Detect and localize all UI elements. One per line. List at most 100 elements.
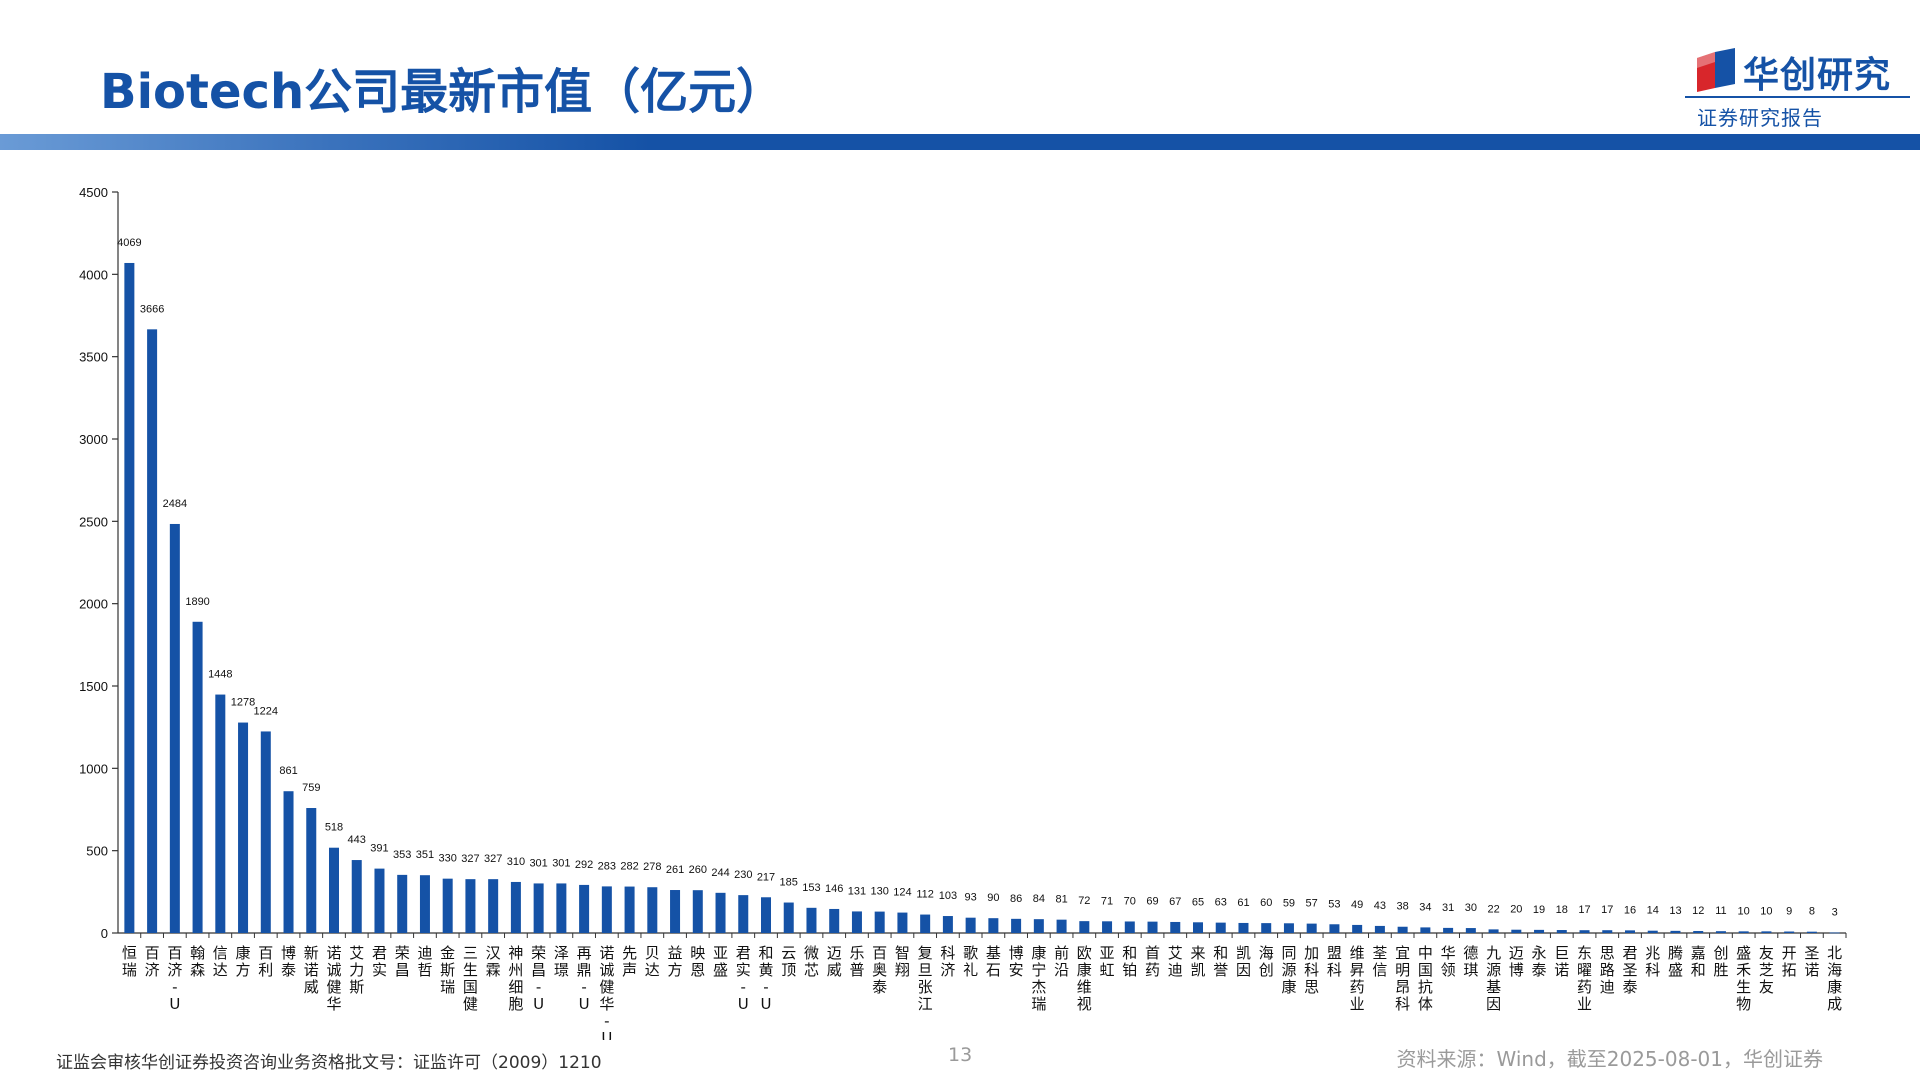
data-label: 63 [1215, 897, 1227, 909]
bar [1056, 919, 1067, 933]
bar [442, 878, 453, 933]
data-label: 261 [666, 864, 684, 876]
data-label: 30 [1465, 902, 1477, 914]
bar [738, 895, 749, 933]
bar [1352, 924, 1363, 933]
category-label: 百济 [145, 944, 160, 979]
data-label: 1224 [254, 705, 278, 717]
bar [147, 329, 158, 933]
data-label: 327 [461, 853, 479, 865]
data-label: 11 [1715, 905, 1726, 917]
data-label: 16 [1624, 904, 1636, 916]
category-label: 艾迪 [1168, 944, 1183, 979]
bar [1534, 929, 1545, 933]
bar [1329, 924, 1340, 933]
bar [397, 874, 408, 933]
bar [760, 897, 772, 933]
bar [1715, 931, 1726, 933]
category-label: 迈威 [827, 944, 842, 979]
y-tick-label: 500 [86, 844, 108, 859]
y-tick-label: 2000 [79, 597, 108, 612]
category-label: 诺诚健华-U [599, 944, 614, 1040]
bar [942, 916, 953, 933]
data-label: 230 [734, 869, 752, 881]
data-label: 70 [1124, 895, 1136, 907]
data-label: 31 [1442, 902, 1454, 914]
category-label: 迪哲 [417, 944, 432, 979]
category-label: 益方 [668, 944, 683, 979]
bar [465, 879, 476, 933]
bar [874, 911, 885, 933]
category-label: 九源基因 [1486, 944, 1501, 1013]
bar [829, 908, 840, 933]
category-label: 贝达 [645, 944, 660, 979]
bar [1738, 931, 1749, 933]
category-label: 复旦张江 [918, 944, 933, 1013]
data-label: 93 [965, 892, 977, 904]
source-note: 资料来源：Wind，截至2025-08-01，华创证券 [1396, 1047, 1824, 1071]
data-label: 518 [325, 822, 343, 834]
data-label: 124 [893, 887, 911, 899]
bar [1693, 931, 1704, 933]
data-label: 10 [1738, 905, 1750, 917]
data-label: 20 [1510, 904, 1522, 916]
bar [1602, 930, 1613, 933]
category-label: 友芝友 [1759, 944, 1774, 996]
bar [1806, 931, 1817, 933]
category-label: 巨诺 [1554, 944, 1569, 979]
data-label: 301 [529, 857, 547, 869]
data-label: 759 [302, 782, 320, 794]
logo-divider [1685, 96, 1910, 98]
category-label: 海创 [1259, 944, 1274, 979]
data-label: 34 [1419, 901, 1431, 913]
bar [1397, 926, 1408, 933]
category-label: 科济 [940, 944, 955, 979]
bar [556, 883, 567, 933]
data-label: 1278 [231, 697, 255, 709]
bar [783, 902, 794, 933]
data-label: 18 [1556, 904, 1568, 916]
bar [601, 886, 612, 933]
bar [1420, 927, 1431, 933]
category-label: 前沿 [1054, 944, 1069, 979]
bar [1465, 928, 1476, 933]
data-label: 53 [1328, 898, 1340, 910]
data-label: 353 [393, 849, 411, 861]
category-label: 荃信 [1372, 944, 1387, 979]
category-label: 基石 [986, 944, 1001, 979]
y-tick-label: 1500 [79, 679, 108, 694]
category-label: 盛禾生物 [1736, 944, 1751, 1013]
category-label: 兆科 [1645, 944, 1660, 979]
data-label: 278 [643, 861, 661, 873]
y-tick-label: 1000 [79, 761, 108, 776]
bar [1374, 925, 1385, 933]
category-label: 百利 [258, 944, 273, 979]
bar [306, 808, 317, 933]
logo-subtitle: 证券研究报告 [1697, 106, 1823, 130]
data-label: 282 [620, 861, 638, 873]
category-label: 康宁杰瑞 [1031, 944, 1046, 1013]
category-label: 同源康 [1281, 944, 1296, 996]
category-label: 欧康维视 [1077, 944, 1092, 1013]
category-label: 和誉 [1213, 944, 1228, 979]
data-label: 14 [1647, 905, 1659, 917]
category-label: 再鼎-U [577, 944, 592, 1013]
category-label: 神州细胞 [508, 944, 523, 1013]
data-label: 72 [1078, 895, 1090, 907]
y-tick-label: 4500 [79, 185, 108, 200]
bar [1556, 930, 1567, 933]
data-label: 10 [1760, 905, 1772, 917]
category-label: 嘉和 [1691, 944, 1706, 979]
logo-mark-icon [1697, 48, 1735, 92]
bar [1102, 921, 1113, 933]
bar [1784, 931, 1795, 933]
bar [851, 911, 862, 933]
data-label: 327 [484, 853, 502, 865]
bar [624, 886, 635, 933]
bar [1124, 921, 1135, 933]
category-label: 新诺威 [304, 944, 319, 996]
data-label: 43 [1374, 900, 1386, 912]
data-label: 60 [1260, 897, 1272, 909]
bar [192, 621, 203, 933]
bar [965, 917, 976, 933]
